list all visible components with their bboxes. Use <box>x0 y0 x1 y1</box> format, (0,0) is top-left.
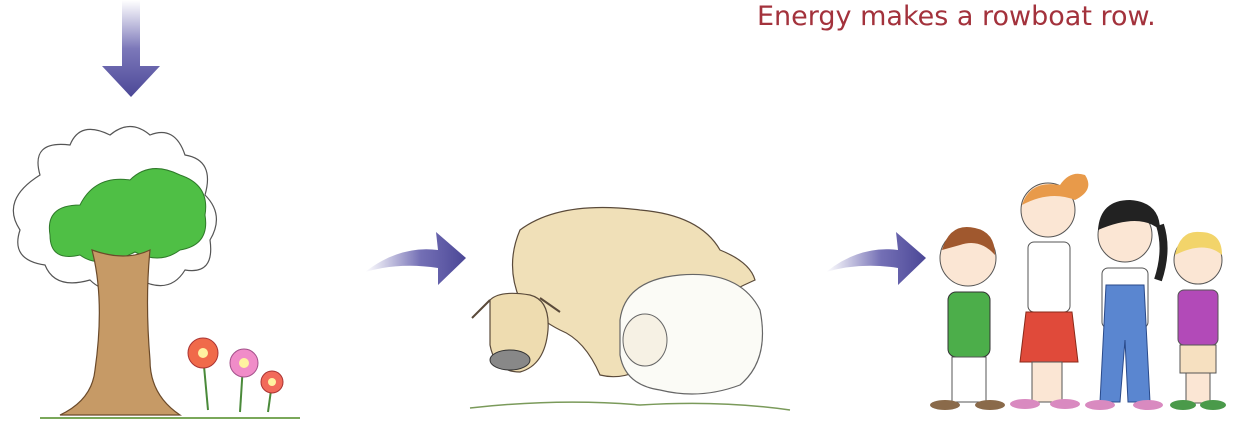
arrow-shape <box>102 0 160 97</box>
flower-center <box>239 358 249 368</box>
arrow-shape <box>365 232 466 285</box>
shoe <box>930 400 960 410</box>
child <box>1085 200 1164 410</box>
skirt <box>1020 312 1078 362</box>
right-arrow <box>365 232 466 285</box>
flower-center <box>268 378 276 386</box>
cow-and-sheep <box>470 208 790 411</box>
sheep-head <box>623 314 667 366</box>
child <box>1170 232 1226 410</box>
shoe <box>1050 399 1080 409</box>
shoe <box>975 400 1005 410</box>
shoe <box>1170 400 1196 410</box>
cow-nose <box>490 350 530 370</box>
tree <box>13 127 300 419</box>
shoe <box>1085 400 1115 410</box>
right-arrow <box>826 232 926 285</box>
caption: Energy makes a rowboat row. <box>757 1 1156 32</box>
shoe <box>1133 400 1163 410</box>
page: {"caption": "Energy makes a rowboat row.… <box>0 0 1247 430</box>
grass <box>470 402 790 410</box>
legs <box>1032 362 1062 402</box>
legs <box>952 357 986 402</box>
overalls <box>1100 285 1150 402</box>
shorts <box>1180 345 1216 373</box>
down-arrow <box>102 0 160 97</box>
child <box>930 227 1005 410</box>
legs <box>1186 373 1210 403</box>
illustration: Energy makes a rowboat row. <box>0 0 1247 430</box>
child <box>1010 174 1088 409</box>
flowers <box>188 338 283 412</box>
shoe <box>1010 399 1040 409</box>
shirt <box>1028 242 1070 312</box>
shirt <box>948 292 990 357</box>
braid <box>1158 225 1164 280</box>
shirt <box>1178 290 1218 345</box>
flower-center <box>198 348 208 358</box>
arrow-shape <box>826 232 926 285</box>
shoe <box>1200 400 1226 410</box>
children <box>930 174 1226 410</box>
